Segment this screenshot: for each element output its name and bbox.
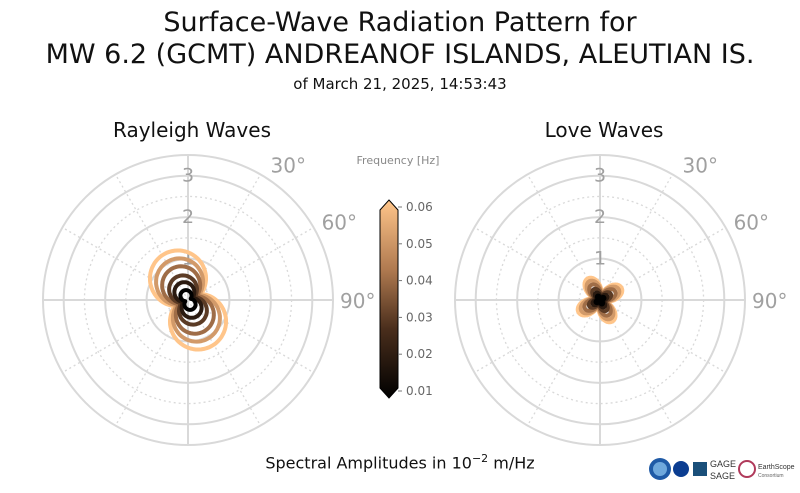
polar-spoke	[474, 226, 601, 301]
colorbar-tick-label: 0.06	[406, 200, 433, 214]
frequency-colorbar: Frequency [Hz] 0.06 0.05 0.04 0.03 0.02 0.01	[357, 154, 440, 399]
usgs-logo	[693, 462, 707, 476]
rayleigh-pattern-curve-0.01hz	[178, 288, 198, 312]
polar-spoke	[62, 226, 189, 301]
polar-spoke	[187, 174, 262, 301]
colorbar-tick-label: 0.02	[406, 347, 433, 361]
colorbar-tick-label: 0.01	[406, 384, 433, 398]
radius-tick-label: 2	[594, 206, 606, 228]
earthscope-consortium: Consortium	[758, 473, 784, 479]
chart-title-line2: MW 6.2 (GCMT) ANDREANOF ISLANDS, ALEUTIA…	[45, 39, 755, 70]
polar-spoke	[187, 226, 314, 301]
colorbar-bar	[379, 199, 399, 399]
colorbar-label: Frequency [Hz]	[357, 154, 440, 167]
polar-spoke	[187, 299, 262, 426]
polar-spoke	[599, 226, 726, 301]
radius-tick-label: 3	[182, 165, 194, 187]
polar-spoke	[114, 299, 189, 426]
footer-exponent: −2	[471, 452, 489, 465]
polar-spoke	[599, 299, 674, 426]
polar-spoke	[114, 174, 189, 301]
amplitude-unit-label: Spectral Amplitudes in 10−2 m/Hz	[0, 452, 800, 472]
sage-logo: SAGE	[710, 471, 735, 481]
love-panel-title: Love Waves	[544, 118, 664, 142]
polar-spoke	[526, 174, 601, 301]
earthscope-logo-mark	[738, 460, 756, 478]
angle-tick-label: 30°	[683, 153, 718, 177]
polar-spoke	[62, 299, 189, 374]
polar-spoke	[599, 174, 674, 301]
nasa-logo	[673, 461, 689, 477]
angle-tick-label: 90°	[340, 289, 375, 313]
love-pattern-curve-0.01hz	[593, 293, 607, 307]
chart-subtitle: of March 21, 2025, 14:53:43	[293, 75, 507, 93]
colorbar-tick-label: 0.03	[406, 310, 433, 324]
colorbar-tick-label: 0.05	[406, 237, 433, 251]
love-polar-plot: 1 2 3 30° 60° 90°	[454, 153, 787, 446]
polar-spoke	[187, 299, 314, 374]
radius-tick-label: 1	[594, 248, 606, 270]
gage-logo: GAGE	[710, 459, 736, 469]
angle-tick-label: 90°	[752, 289, 787, 313]
polar-spoke	[474, 299, 601, 374]
colorbar-tick-label: 0.04	[406, 274, 433, 288]
footer-prefix: Spectral Amplitudes in 10	[265, 453, 472, 473]
footer-unit: m/Hz	[488, 453, 535, 473]
radius-tick-label: 2	[182, 206, 194, 228]
rayleigh-polar-plot: 123 30°60°90°	[42, 153, 375, 446]
angle-tick-label: 60°	[734, 211, 769, 235]
sponsor-logos: GAGE SAGE EarthScope Consortium	[649, 458, 795, 481]
earthscope-logo: EarthScope	[758, 464, 795, 471]
chart-title-line1: Surface-Wave Radiation Pattern for	[163, 7, 637, 38]
polar-spoke	[526, 299, 601, 426]
radius-tick-label: 3	[594, 165, 606, 187]
polar-spoke	[599, 299, 726, 374]
angle-tick-label: 30°	[271, 153, 306, 177]
angle-tick-label: 60°	[322, 211, 357, 235]
rayleigh-panel-title: Rayleigh Waves	[112, 118, 271, 142]
